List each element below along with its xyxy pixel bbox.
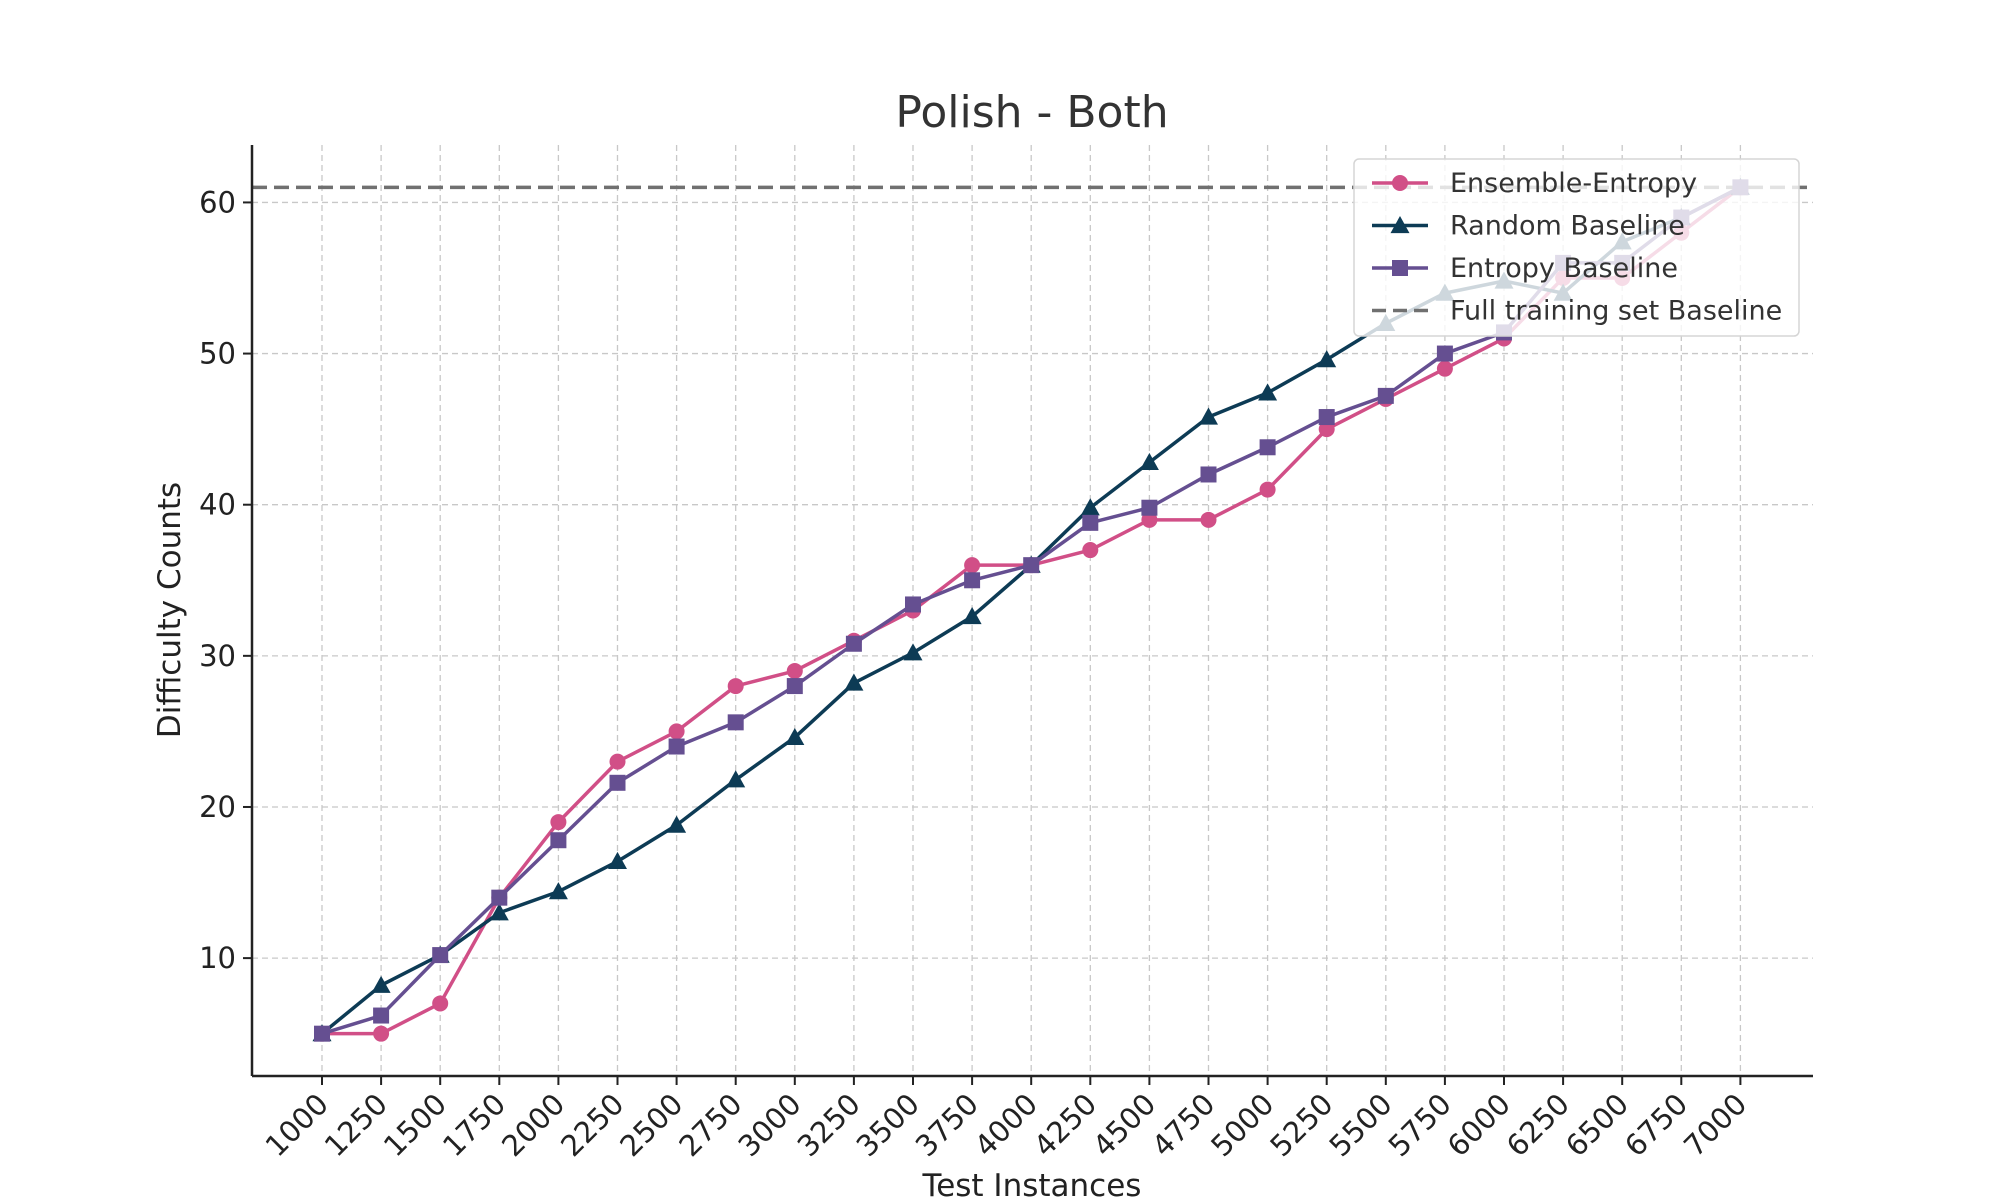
x-tick-label: 6750 [1618,1087,1694,1163]
x-tick-label: 2250 [554,1087,630,1163]
x-tick-label: 1500 [377,1087,453,1163]
data-point [1318,409,1335,426]
data-point [314,1025,330,1042]
y-tick-label: 60 [199,185,236,219]
data-point [964,557,981,574]
data-point [1317,350,1337,368]
data-point [844,673,864,691]
data-point [1082,542,1099,559]
y-tick-label: 20 [199,790,236,824]
data-point [550,814,567,831]
x-tick-label: 5500 [1323,1087,1399,1163]
data-point [373,1007,390,1024]
data-point [489,903,509,921]
data-point [667,815,687,833]
data-point [1436,345,1453,362]
data-point [845,635,862,652]
axes [243,145,1813,1085]
data-point [1377,387,1394,404]
y-tick-labels: 10 20 30 40 50 60 [199,185,236,975]
legend: Ensemble-Entropy Random Baseline Entropy B… [1353,158,1800,337]
data-point [962,607,982,625]
x-tick-label: 5000 [1204,1087,1280,1163]
x-tick-label: 4750 [1145,1087,1221,1163]
y-tick-label: 40 [199,488,236,522]
data-point [609,753,626,770]
x-tick-label: 6500 [1559,1087,1635,1163]
legend-marker [1390,216,1410,234]
data-point [432,995,449,1012]
x-tick-label: 6000 [1441,1087,1517,1163]
data-point [1200,466,1217,483]
data-point [1199,407,1218,425]
x-tick-label: 5250 [1263,1087,1339,1163]
data-point [1258,383,1278,401]
x-tick-label: 2000 [495,1087,571,1163]
x-axis-label: Test Instances [922,1168,1142,1200]
x-tick-label: 3000 [732,1087,808,1163]
data-point [608,851,627,869]
data-point [668,738,685,755]
legend-label: Ensemble-Entropy [1450,168,1697,199]
legend-marker [1392,260,1408,276]
legend-label: Full training set Baseline [1450,296,1782,327]
data-point [1139,452,1159,470]
x-tick-label: 3750 [909,1087,985,1163]
legend-label: Entropy Baseline [1450,253,1678,284]
data-point [1141,511,1158,528]
data-point [726,770,746,788]
data-point [548,882,568,900]
data-point [1436,360,1453,377]
x-tick-label: 2750 [672,1087,748,1163]
data-point [964,572,981,589]
data-point [1023,557,1040,574]
data-point [1080,498,1100,516]
y-tick-label: 50 [199,337,236,371]
data-point [371,975,391,993]
x-tick-label: 1750 [436,1087,512,1163]
x-tick-labels: 1000125015001750200022502500275030003250… [259,1087,1754,1163]
data-point [550,832,567,849]
data-point [727,714,744,731]
data-point [1259,481,1276,498]
data-point [905,596,921,613]
data-point [609,774,626,791]
data-point [727,678,744,695]
x-tick-label: 3500 [850,1087,926,1163]
data-point [668,723,685,740]
data-point [1082,514,1099,531]
y-tick-label: 10 [199,941,236,975]
grid [252,145,1813,1076]
data-point [1200,511,1217,528]
data-point [785,727,805,746]
data-point [1318,421,1335,438]
chart-title: Polish - Both [895,87,1168,138]
x-tick-label: 4250 [1027,1087,1103,1163]
x-tick-label: 3250 [791,1087,867,1163]
data-point [373,1025,390,1042]
data-point [432,947,449,964]
x-tick-label: 5750 [1382,1087,1458,1163]
x-tick-label: 1000 [259,1087,335,1163]
x-tick-label: 4500 [1086,1087,1162,1163]
data-point [1141,499,1158,516]
data-point [786,678,803,695]
y-axis-label: Difficulty Counts [152,482,188,738]
data-point [1259,439,1276,456]
data-point [491,889,508,906]
legend-box [1353,158,1800,337]
x-tick-label: 2500 [613,1087,689,1163]
legend-marker [1392,175,1408,191]
legend-label: Random Baseline [1450,211,1685,242]
x-tick-label: 1250 [318,1087,394,1163]
x-tick-label: 6250 [1500,1087,1576,1163]
data-point [903,643,923,661]
x-tick-label: 7000 [1677,1087,1753,1163]
y-tick-label: 30 [199,639,236,673]
x-tick-label: 4000 [968,1087,1044,1163]
data-point [786,662,803,679]
